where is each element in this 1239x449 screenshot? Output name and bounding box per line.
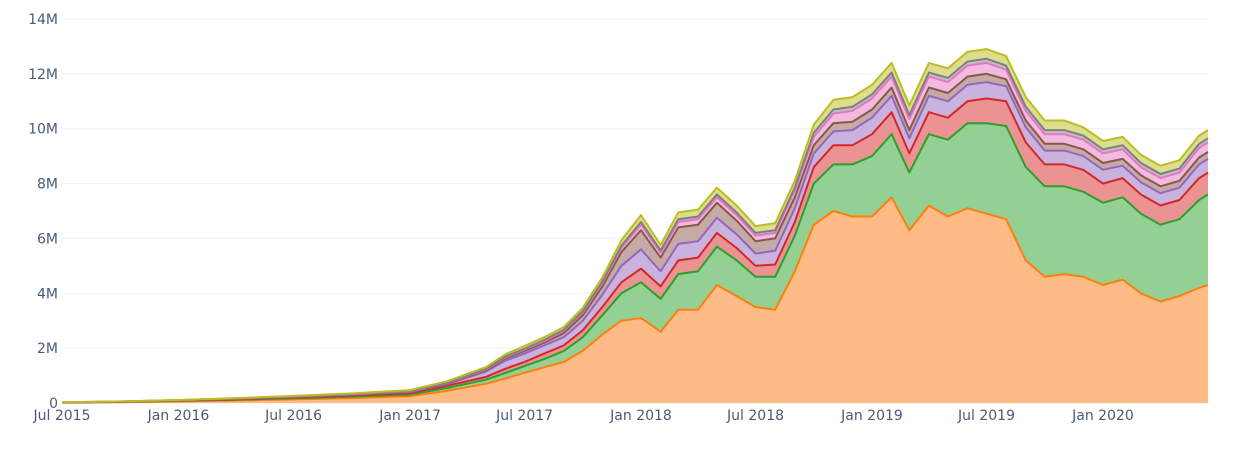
x-tick-label: Jan 2019 — [840, 408, 903, 424]
series-line-1 — [61, 122, 1209, 404]
y-tick-label: 0 — [49, 396, 58, 412]
series-line-2 — [61, 97, 1209, 404]
series-line-7 — [61, 48, 1209, 404]
x-tick-label: Jul 2018 — [726, 408, 784, 424]
series-line-6 — [61, 57, 1209, 404]
x-tick-label: Jul 2016 — [264, 408, 322, 424]
x-tick-label: Jan 2018 — [609, 408, 672, 424]
y-tick-label: 10M — [28, 122, 58, 138]
y-axis: 0 2M 4M 6M 8M 10M 12M 14M — [28, 12, 58, 412]
series-line-3 — [61, 81, 1209, 404]
x-tick-label: Jul 2017 — [495, 408, 553, 424]
x-tick-label: Jan 2017 — [378, 408, 441, 424]
series-area-1 — [62, 123, 1208, 403]
x-tick-label: Jul 2015 — [33, 408, 91, 424]
x-tick-label: Jul 2019 — [957, 408, 1015, 424]
line-layer — [61, 48, 1209, 404]
x-tick-label: Jan 2016 — [147, 408, 210, 424]
series-line-0 — [61, 196, 1209, 404]
y-tick-label: 6M — [37, 231, 58, 247]
x-tick-label: Jan 2020 — [1071, 408, 1134, 424]
y-tick-label: 2M — [37, 341, 58, 357]
series-area-0 — [62, 197, 1208, 403]
y-tick-label: 8M — [37, 177, 58, 193]
y-tick-label: 12M — [28, 67, 58, 83]
series-area-7 — [62, 49, 1208, 403]
area-layer — [62, 49, 1208, 403]
y-tick-label: 4M — [37, 286, 58, 302]
y-tick-label: 14M — [28, 12, 58, 28]
x-axis: Jul 2015 Jan 2016 Jul 2016 Jan 2017 Jul 2017… — [33, 408, 1134, 424]
